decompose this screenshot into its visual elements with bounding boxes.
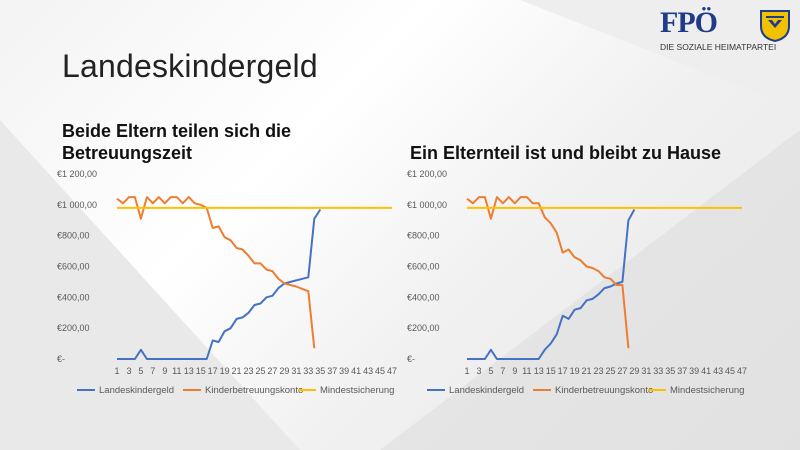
x-tick-label: 45 [725, 366, 735, 376]
x-tick-label: 3 [476, 366, 481, 376]
x-tick-label: 27 [267, 366, 277, 376]
x-tick-label: 11 [522, 366, 531, 376]
legend-label: Kinderbetreuungskonto [205, 385, 303, 396]
x-tick-label: 7 [500, 366, 505, 376]
x-tick-label: 5 [138, 366, 143, 376]
x-tick-label: 19 [220, 366, 230, 376]
x-tick-label: 11 [172, 366, 181, 376]
series-line-landeskindergeld [467, 209, 636, 360]
series-line-kinderbetreuungskonto [466, 196, 630, 349]
x-tick-label: 23 [244, 366, 254, 376]
y-tick-label: €1 000,00 [57, 200, 97, 210]
x-tick-label: 9 [162, 366, 167, 376]
slide-title: Landeskindergeld [62, 48, 318, 84]
x-tick-label: 35 [665, 366, 675, 376]
x-tick-label: 15 [196, 366, 206, 376]
x-tick-label: 31 [291, 366, 301, 376]
logo-wordmark: FPÖ [660, 6, 718, 39]
x-tick-label: 3 [126, 366, 131, 376]
x-tick-label: 41 [701, 366, 711, 376]
x-tick-label: 7 [150, 366, 155, 376]
y-tick-label: €600,00 [407, 262, 440, 272]
legend-label: Landeskindergeld [99, 385, 174, 396]
background-wedge-top [520, 0, 800, 110]
x-tick-label: 45 [375, 366, 385, 376]
x-tick-label: 15 [546, 366, 556, 376]
x-tick-label: 17 [208, 366, 218, 376]
x-tick-label: 43 [363, 366, 373, 376]
fpo-logo: FPÖ DIE SOZIALE HEIMATPARTEI [660, 6, 792, 54]
y-tick-label: €200,00 [407, 323, 440, 333]
x-tick-label: 25 [605, 366, 615, 376]
logo-tagline: DIE SOZIALE HEIMATPARTEI [660, 42, 777, 52]
x-tick-label: 19 [570, 366, 580, 376]
y-tick-label: €800,00 [57, 231, 90, 241]
x-tick-label: 43 [713, 366, 723, 376]
x-tick-label: 27 [617, 366, 627, 376]
chart-2-title: Ein Elternteil ist und bleibt zu Hause [410, 143, 722, 163]
x-tick-label: 5 [488, 366, 493, 376]
chart-2: €1 200,00 €1 000,00 €800,00 €600,00 €400,00 €… [407, 169, 747, 396]
crest-icon [760, 10, 790, 42]
background-wedge-right [380, 130, 800, 450]
x-tick-label: 35 [315, 366, 325, 376]
x-tick-label: 41 [351, 366, 361, 376]
series-line-landeskindergeld [117, 208, 322, 360]
x-tick-label: 13 [534, 366, 544, 376]
y-tick-label: €800,00 [407, 231, 440, 241]
legend-label: Mindestsicherung [320, 385, 394, 396]
y-tick-label: €- [407, 354, 415, 364]
x-tick-label: 31 [641, 366, 651, 376]
x-tick-label: 33 [303, 366, 313, 376]
y-tick-label: €600,00 [57, 262, 90, 272]
x-tick-label: 33 [653, 366, 663, 376]
x-tick-label: 47 [737, 366, 747, 376]
y-tick-label: €1 200,00 [407, 169, 447, 179]
legend-label: Landeskindergeld [449, 385, 524, 396]
x-tick-label: 29 [279, 366, 289, 376]
legend-label: Kinderbetreuungskonto [555, 385, 653, 396]
y-tick-label: €400,00 [57, 292, 90, 302]
x-tick-label: 25 [255, 366, 265, 376]
x-tick-label: 17 [558, 366, 568, 376]
x-tick-label: 21 [232, 366, 242, 376]
x-tick-label: 9 [512, 366, 517, 376]
y-tick-label: €- [57, 354, 65, 364]
y-tick-label: €1 000,00 [407, 200, 447, 210]
y-tick-label: €400,00 [407, 292, 440, 302]
chart-1-title: Beide Eltern teilen sich die Betreuungsz… [62, 121, 292, 163]
x-tick-label: 23 [594, 366, 604, 376]
x-tick-label: 1 [114, 366, 119, 376]
x-tick-label: 21 [582, 366, 592, 376]
x-tick-label: 39 [689, 366, 699, 376]
x-tick-label: 29 [629, 366, 639, 376]
y-tick-label: €200,00 [57, 323, 90, 333]
x-tick-label: 37 [677, 366, 687, 376]
chart-1: €1 200,00 €1 000,00 €800,00 €600,00 €400,00 €… [57, 169, 397, 396]
x-tick-label: 39 [339, 366, 349, 376]
y-tick-label: €1 200,00 [57, 169, 97, 179]
x-tick-label: 37 [327, 366, 337, 376]
x-tick-label: 1 [464, 366, 469, 376]
background-wedge-left [0, 120, 300, 450]
x-tick-label: 47 [387, 366, 397, 376]
legend-label: Mindestsicherung [670, 385, 744, 396]
series-line-kinderbetreuungskonto [116, 196, 316, 349]
x-tick-label: 13 [184, 366, 194, 376]
